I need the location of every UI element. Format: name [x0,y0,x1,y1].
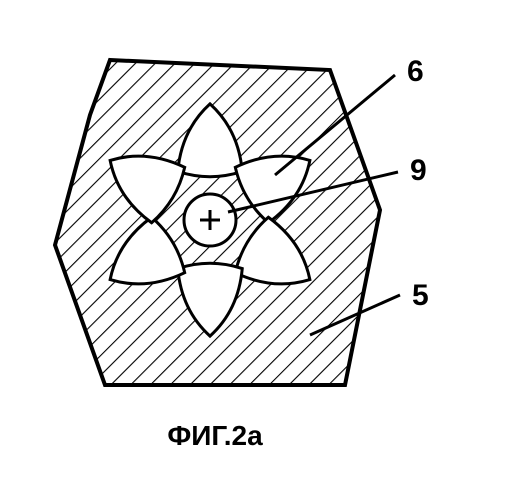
figure-caption: ФИГ.2a [167,420,263,451]
label-9: 9 [410,154,427,187]
label-6: 6 [407,55,424,88]
label-5: 5 [412,279,429,312]
